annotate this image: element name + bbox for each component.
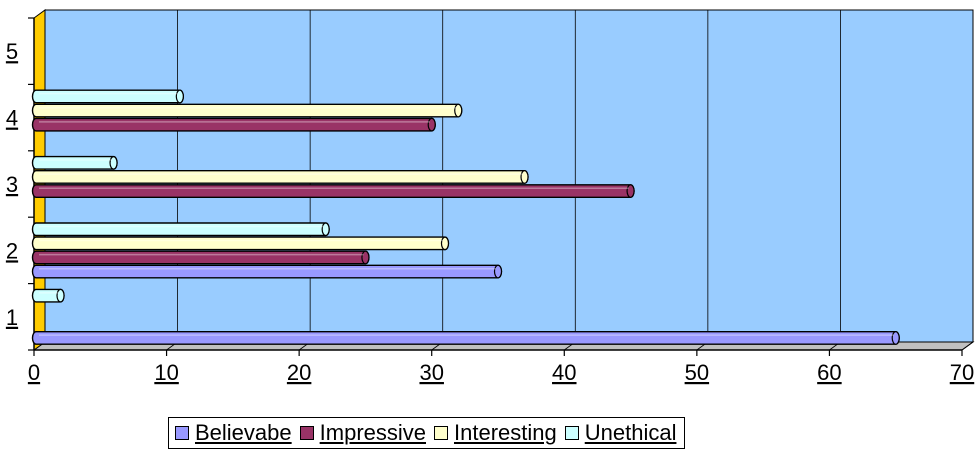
bar-interesting-3 bbox=[31, 170, 529, 184]
bar-cap bbox=[626, 184, 635, 198]
bar-impressive-2 bbox=[31, 250, 370, 265]
legend-item-interesting: Interesting bbox=[434, 422, 557, 444]
y-tick-label: 4 bbox=[6, 106, 18, 131]
y-tick-label: 2 bbox=[6, 238, 18, 263]
legend-swatch bbox=[564, 426, 579, 440]
bar-cap bbox=[361, 250, 370, 265]
bar-cap bbox=[493, 264, 503, 279]
bar-cap bbox=[427, 117, 436, 132]
bar-cap bbox=[440, 236, 450, 251]
legend-swatch bbox=[434, 426, 448, 440]
bar-cap bbox=[520, 170, 529, 184]
bar-impressive-3 bbox=[31, 184, 635, 198]
legend-item-unethical: Unethical bbox=[564, 420, 677, 445]
bar-interesting-2 bbox=[31, 236, 450, 251]
legend-item-believabe: Believabe bbox=[175, 422, 292, 444]
y-tick-label: 1 bbox=[6, 305, 18, 330]
x-tick-label: 50 bbox=[685, 360, 709, 385]
bar-cap bbox=[56, 288, 65, 303]
legend-swatch bbox=[299, 426, 314, 440]
legend-item-impressive: Impressive bbox=[299, 420, 426, 445]
y-tick-label: 3 bbox=[6, 172, 18, 197]
x-tick-label: 30 bbox=[419, 360, 443, 385]
chart-legend: Believabe Impressive Interesting Unethical bbox=[168, 417, 686, 449]
bar-unethical-4 bbox=[31, 89, 185, 104]
x-tick-label: 0 bbox=[28, 360, 40, 385]
x-tick-label: 70 bbox=[950, 360, 974, 385]
x-tick-label: 60 bbox=[817, 360, 841, 385]
bar-unethical-3 bbox=[31, 155, 118, 170]
legend-label: Interesting bbox=[454, 420, 557, 445]
legend-swatch bbox=[175, 426, 189, 440]
bar-cap bbox=[109, 156, 118, 170]
bar-impressive-4 bbox=[31, 117, 436, 132]
gridline-floor bbox=[961, 341, 974, 351]
legend-label: Impressive bbox=[319, 420, 426, 445]
y-tick-label: 5 bbox=[6, 39, 18, 64]
x-tick-label: 10 bbox=[154, 360, 178, 385]
legend-label: Believabe bbox=[195, 420, 292, 445]
bar-cap bbox=[454, 103, 463, 118]
bar-cap bbox=[321, 222, 330, 237]
bar-believabe-1 bbox=[31, 331, 900, 345]
bar-believabe-2 bbox=[31, 264, 503, 279]
x-tick-label: 20 bbox=[287, 360, 311, 385]
bar-cap bbox=[175, 89, 184, 104]
bar-unethical-2 bbox=[31, 222, 330, 237]
bar-interesting-4 bbox=[31, 103, 463, 118]
legend-label: Unethical bbox=[584, 420, 677, 445]
x-tick-label: 40 bbox=[552, 360, 576, 385]
bar-cap bbox=[891, 331, 900, 345]
